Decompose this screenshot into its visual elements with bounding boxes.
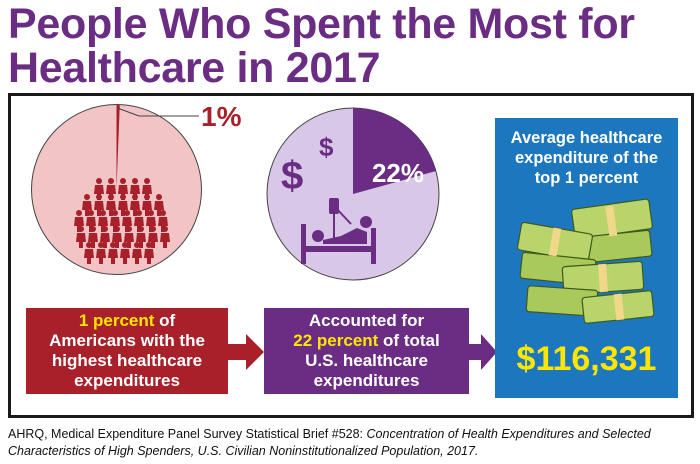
right-arrow-icon (228, 334, 264, 370)
top-one-percent-description: 1 percent of Americans with the highest … (26, 308, 228, 394)
svg-text:$: $ (281, 154, 303, 198)
twenty-two-percent-highlight: 22 percent (293, 331, 379, 350)
one-percent-highlight: 1 percent (78, 311, 155, 330)
right-arrow-icon (469, 334, 497, 370)
patient-bed-icon (301, 198, 376, 264)
panel-title-line: top 1 percent (534, 169, 639, 187)
money-stack-icon (516, 198, 655, 324)
average-expenditure-panel: Average healthcare expenditure of the to… (495, 118, 678, 398)
panel-title-line: Average healthcare (510, 129, 663, 147)
box-text: of total (378, 331, 440, 350)
box-text: expenditures (74, 371, 180, 390)
box-text: U.S. healthcare (305, 351, 428, 370)
panel-title-line: expenditure of the (514, 149, 658, 167)
box-text: Americans with the (49, 331, 205, 350)
infographic-panel: 1% 22% $ $ 1 percent of (8, 93, 694, 418)
one-percent-label: 1% (201, 101, 242, 132)
twenty-two-percent-label: 22% (372, 158, 424, 188)
box-text: expenditures (313, 371, 420, 390)
box-text: Accounted for (308, 311, 425, 330)
average-expenditure-title: Average healthcare expenditure of the to… (495, 128, 678, 188)
title-line-1: People Who Spent the Most for (8, 0, 635, 48)
twenty-two-percent-pie: 22% $ $ (263, 104, 443, 284)
people-crowd-icon (74, 178, 170, 264)
dollar-sign-icon: $ $ (281, 132, 334, 198)
infographic-title: People Who Spent the Most for Healthcare… (8, 2, 698, 90)
svg-text:$: $ (319, 132, 334, 162)
citation-title: Concentration of Health Expenditures and… (8, 427, 651, 458)
title-line-2: Healthcare in 2017 (8, 44, 381, 92)
share-of-expenditure-description: Accounted for 22 percent of total U.S. h… (264, 308, 469, 394)
citation-source: AHRQ, Medical Expenditure Panel Survey S… (8, 427, 367, 441)
source-citation: AHRQ, Medical Expenditure Panel Survey S… (8, 426, 698, 460)
box-text: of (154, 311, 176, 330)
one-percent-pie (29, 102, 204, 277)
average-expenditure-amount: $116,331 (516, 340, 657, 378)
box-text: highest healthcare (51, 351, 203, 370)
